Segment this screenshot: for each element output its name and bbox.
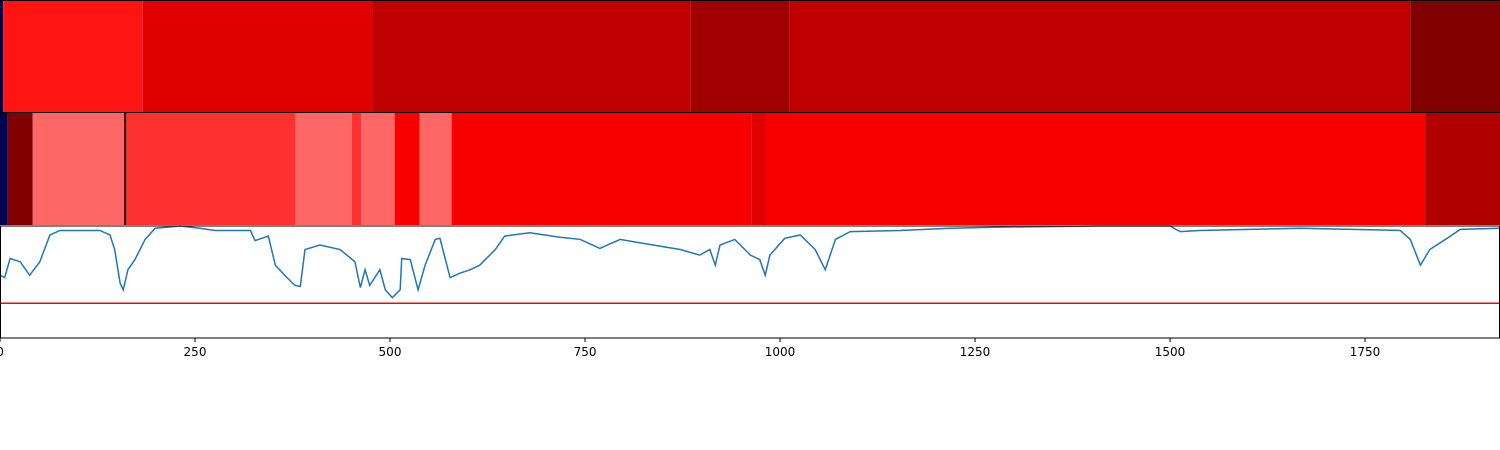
x-tick-label: 250	[184, 345, 207, 359]
x-tick-label: 750	[574, 345, 597, 359]
strip-segment	[7, 113, 33, 225]
strip-segment	[789, 1, 1411, 112]
strip-segment	[751, 113, 766, 225]
axes-frame	[0, 225, 1500, 339]
x-tick-label: 1000	[765, 345, 796, 359]
strip-segment	[0, 1, 4, 112]
strip-segment	[372, 1, 691, 112]
x-tick-label: 0	[0, 345, 4, 359]
strip-segment	[419, 113, 452, 225]
x-tick-label: 1500	[1155, 345, 1186, 359]
strip-segment	[361, 113, 395, 225]
strip-segment	[451, 113, 752, 225]
strip-segment	[690, 1, 790, 112]
strip-segment	[32, 113, 125, 225]
strip-segment	[765, 113, 1426, 225]
strip-segment	[351, 113, 362, 225]
strip-segment	[1410, 1, 1500, 112]
strip-segment	[1425, 113, 1500, 225]
x-tick-label: 1750	[1350, 345, 1381, 359]
strip-segment	[3, 1, 143, 112]
strip-segment	[394, 113, 420, 225]
x-tick-label: 500	[379, 345, 402, 359]
line-series	[0, 225, 1500, 299]
strip-segment	[126, 113, 296, 225]
strip-segment	[0, 113, 8, 225]
strip-segment	[124, 113, 127, 225]
strip-segment	[295, 113, 352, 225]
x-tick-label: 1250	[960, 345, 991, 359]
strip-segment	[142, 1, 373, 112]
